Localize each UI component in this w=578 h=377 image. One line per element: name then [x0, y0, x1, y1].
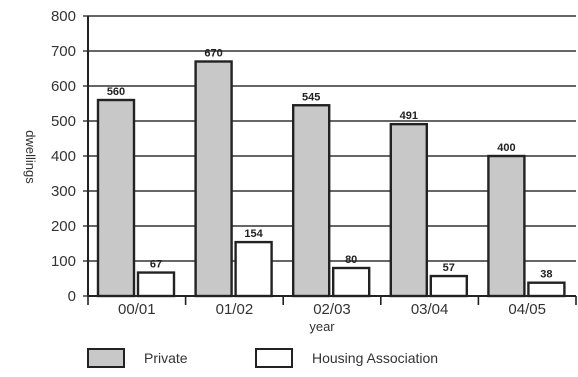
x-tick-label-03-04: 03/04 — [411, 301, 449, 318]
bar-private-00-01 — [96, 98, 136, 298]
y-tick-label-100: 100 — [51, 253, 76, 270]
legend-label-housing-association: Housing Association — [312, 350, 438, 366]
bar-private-02-03 — [292, 104, 331, 298]
value-label-housing-association-02-03: 80 — [345, 254, 357, 266]
y-tick-label-200: 200 — [51, 218, 76, 235]
legend-item-housing-association: Housing Association — [255, 348, 438, 368]
legend-label-private: Private — [144, 350, 188, 366]
legend-swatch-private — [87, 348, 125, 368]
y-tick-label-700: 700 — [51, 43, 76, 60]
value-labels: 560 67 670 154 545 80 491 57 400 38 — [107, 48, 553, 281]
gridlines — [88, 15, 576, 262]
tick-labels: 0 100 200 300 400 500 600 700 800 00/01 01/02 02/03… — [51, 8, 546, 318]
value-label-private-01-02: 670 — [204, 48, 222, 60]
bar-housing-association-01-02 — [234, 240, 273, 298]
bar-housing-association-02-03 — [332, 266, 371, 298]
bar-housing-association-00-01 — [136, 271, 176, 298]
x-tick-label-02-03: 02/03 — [313, 301, 351, 318]
value-label-housing-association-00-01: 67 — [150, 259, 162, 271]
legend-item-private: Private — [87, 348, 188, 368]
x-tick-label-01-02: 01/02 — [216, 301, 254, 318]
y-tick-label-300: 300 — [51, 183, 76, 200]
value-label-housing-association-03-04: 57 — [443, 262, 455, 274]
bar-private-01-02 — [194, 60, 233, 298]
y-tick-label-500: 500 — [51, 113, 76, 130]
bar-private-03-04 — [389, 122, 428, 298]
y-tick-label-400: 400 — [51, 148, 76, 165]
y-tick-label-0: 0 — [68, 288, 76, 305]
y-axis-title: dwellings — [23, 130, 38, 184]
value-label-private-00-01: 560 — [107, 86, 125, 98]
bar-housing-association-04-05 — [527, 281, 566, 298]
y-tick-label-600: 600 — [51, 78, 76, 95]
value-label-private-02-03: 545 — [302, 91, 320, 103]
x-tick-label-04-05: 04/05 — [508, 301, 546, 318]
legend-swatch-housing-association — [255, 348, 293, 368]
legend: Private Housing Association — [87, 348, 438, 368]
value-label-private-04-05: 400 — [497, 142, 515, 154]
x-axis-title: year — [309, 319, 335, 334]
bars — [96, 60, 566, 298]
bar-housing-association-03-04 — [429, 274, 468, 298]
value-label-housing-association-01-02: 154 — [244, 228, 263, 240]
value-label-private-03-04: 491 — [400, 110, 418, 122]
bar-private-04-05 — [487, 154, 526, 298]
value-label-housing-association-04-05: 38 — [540, 269, 552, 281]
x-tick-label-00-01: 00/01 — [118, 301, 156, 318]
y-tick-label-800: 800 — [51, 8, 76, 25]
